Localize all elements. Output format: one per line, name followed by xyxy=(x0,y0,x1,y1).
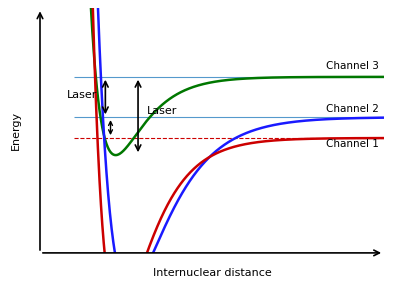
Text: Channel 1: Channel 1 xyxy=(326,139,379,149)
Text: Channel 2: Channel 2 xyxy=(326,104,379,114)
Text: Laser: Laser xyxy=(147,106,177,116)
Text: Internuclear distance: Internuclear distance xyxy=(153,268,271,278)
Text: Channel 3: Channel 3 xyxy=(326,61,379,71)
Text: Laser: Laser xyxy=(66,90,97,99)
Text: Energy: Energy xyxy=(11,111,21,150)
